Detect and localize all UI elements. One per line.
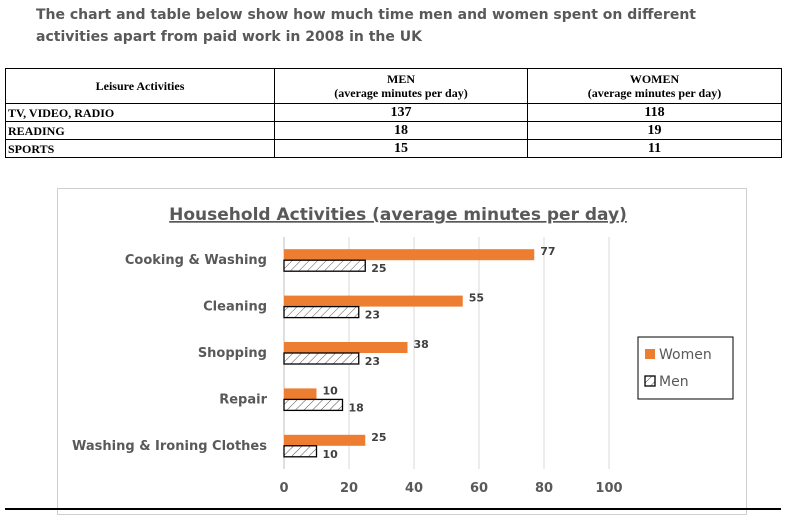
- heading-line-1: The chart and table below show how much …: [36, 7, 696, 23]
- legend-swatch-women: [645, 349, 655, 359]
- heading-line-2: activities apart from paid work in 2008 …: [36, 29, 422, 45]
- x-tick-label: 80: [535, 481, 553, 496]
- legend-label-women: Women: [659, 347, 712, 363]
- x-tick-label: 0: [279, 481, 288, 496]
- row-women-value: 19: [527, 121, 782, 140]
- header-women: WOMEN (average minutes per day): [527, 68, 782, 104]
- data-label-women: 10: [323, 384, 339, 397]
- table-row: TV, VIDEO, RADIO 137 118: [5, 103, 782, 122]
- row-men-value: 15: [274, 139, 528, 158]
- data-label-men: 23: [365, 309, 380, 322]
- bar-women: [284, 295, 463, 307]
- header-men-label: MEN: [387, 72, 415, 86]
- household-chart: Household Activities (average minutes pe…: [57, 188, 747, 515]
- header-activity: Leisure Activities: [5, 68, 275, 104]
- page-heading: The chart and table below show how much …: [36, 4, 776, 48]
- category-label: Washing & Ironing Clothes: [72, 439, 267, 454]
- table-row: SPORTS 15 11: [5, 139, 782, 158]
- category-label: Shopping: [198, 346, 267, 361]
- row-women-value: 11: [527, 139, 782, 158]
- data-label-women: 25: [371, 431, 386, 444]
- x-tick-label: 60: [470, 481, 488, 496]
- bar-men: [283, 398, 344, 412]
- header-women-sub: (average minutes per day): [587, 86, 722, 100]
- row-men-value: 18: [274, 121, 528, 140]
- x-tick-label: 100: [595, 481, 622, 496]
- leisure-table: Leisure Activities MEN (average minutes …: [5, 68, 782, 158]
- data-label-men: 18: [349, 401, 364, 414]
- bar-men: [283, 305, 360, 319]
- data-label-women: 38: [414, 338, 429, 351]
- category-label: Cleaning: [203, 300, 267, 315]
- header-women-label: WOMEN: [629, 72, 680, 86]
- row-activity: READING: [5, 121, 275, 140]
- row-women-value: 118: [527, 103, 782, 122]
- bar-men: [283, 352, 360, 365]
- bar-men: [283, 445, 318, 458]
- category-label: Cooking & Washing: [125, 253, 267, 268]
- data-label-men: 10: [323, 448, 339, 461]
- header-men: MEN (average minutes per day): [274, 68, 528, 104]
- row-activity: TV, VIDEO, RADIO: [5, 103, 275, 122]
- category-label: Repair: [219, 392, 267, 407]
- bottom-rule: [5, 508, 781, 510]
- data-label-men: 25: [371, 262, 386, 275]
- table-row: READING 18 19: [5, 121, 782, 140]
- data-label-women: 77: [540, 245, 555, 258]
- header-men-sub: (average minutes per day): [334, 86, 468, 100]
- chart-title: Household Activities (average minutes pe…: [169, 205, 627, 225]
- bar-women: [284, 434, 366, 446]
- legend-swatch-men: [644, 375, 656, 387]
- bar-women: [284, 249, 535, 261]
- row-men-value: 137: [274, 103, 528, 122]
- x-tick-label: 20: [340, 481, 358, 496]
- data-label-women: 55: [469, 292, 484, 305]
- legend-box: [637, 336, 734, 400]
- bar-men: [283, 259, 366, 272]
- legend-label-men: Men: [659, 374, 689, 390]
- chart-svg: Household Activities (average minutes pe…: [72, 205, 734, 496]
- table-header-row: Leisure Activities MEN (average minutes …: [5, 68, 782, 104]
- row-activity: SPORTS: [5, 139, 275, 158]
- data-label-men: 23: [365, 355, 380, 368]
- bar-women: [284, 342, 408, 353]
- x-tick-label: 40: [405, 481, 423, 496]
- bar-women: [284, 388, 317, 400]
